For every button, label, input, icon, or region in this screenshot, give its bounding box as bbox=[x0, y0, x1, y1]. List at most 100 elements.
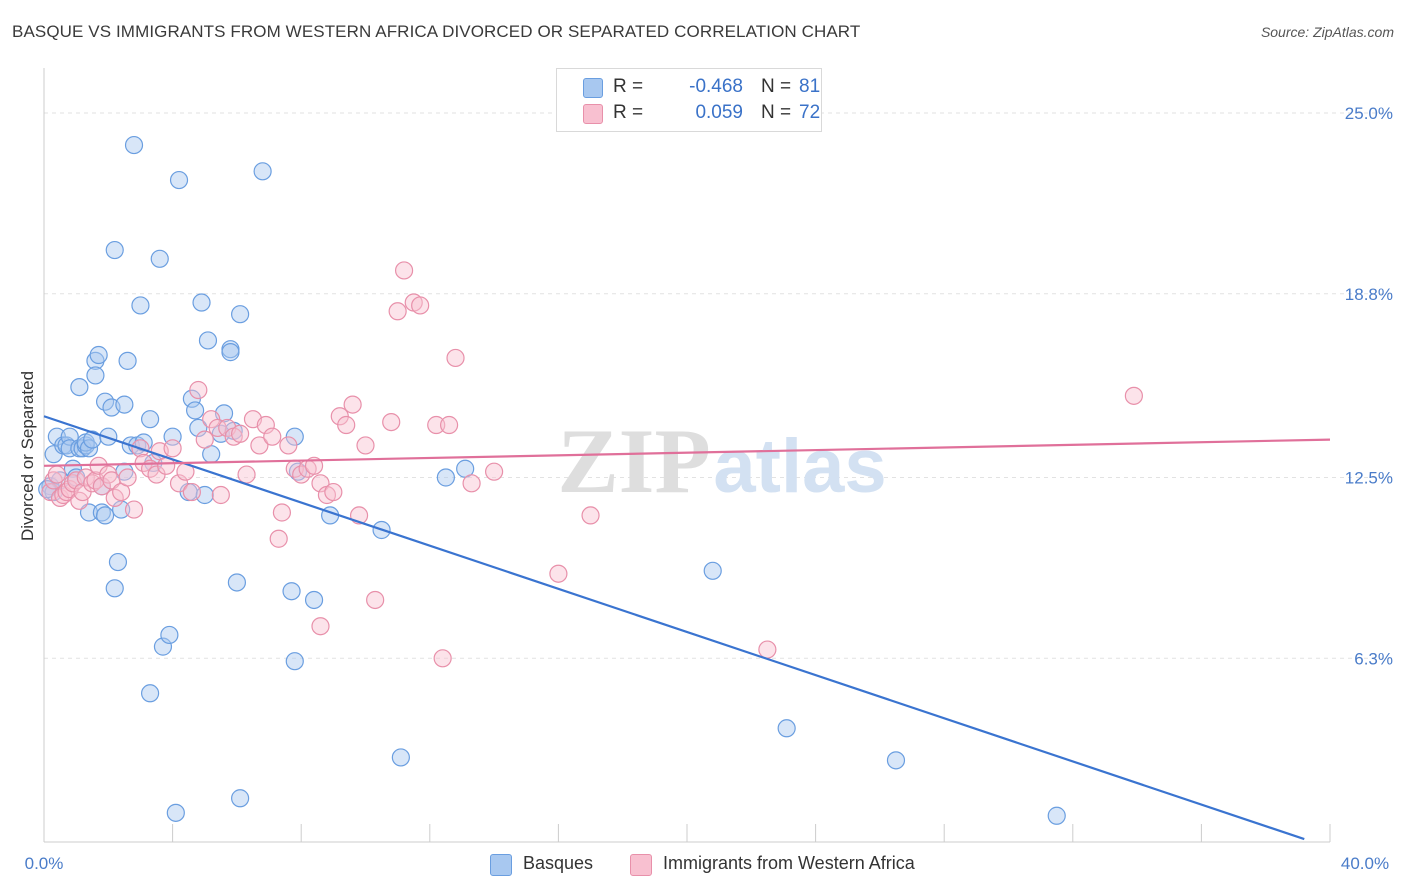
correlation-legend: R = -0.468 N = 81 R = 0.059 N = 72 bbox=[556, 68, 822, 132]
data-point bbox=[95, 506, 115, 525]
data-point bbox=[105, 579, 124, 598]
y-tick-labels: 25.0% 18.8% 12.5% 6.3% bbox=[1345, 104, 1393, 668]
y-tick-label: 6.3% bbox=[1354, 649, 1393, 668]
data-point bbox=[134, 433, 153, 452]
trend-line-basques bbox=[43, 415, 1305, 841]
data-point bbox=[89, 345, 108, 365]
series-immigrants-western-africa bbox=[41, 261, 1143, 668]
data-point bbox=[304, 456, 324, 475]
data-point bbox=[124, 135, 144, 155]
data-point bbox=[250, 436, 269, 455]
bottom-legend-swatch-immigrants bbox=[630, 854, 652, 876]
data-point bbox=[446, 348, 465, 368]
data-point bbox=[182, 482, 201, 502]
data-point bbox=[169, 170, 189, 190]
data-point bbox=[269, 529, 288, 548]
legend-r-label: R = bbox=[613, 76, 644, 97]
x-tick-label-min: 0.0% bbox=[25, 854, 64, 873]
data-point bbox=[427, 415, 446, 435]
legend-n-label: N = bbox=[761, 76, 792, 97]
data-point bbox=[47, 465, 66, 484]
data-point bbox=[41, 477, 60, 496]
legend-swatch-basques bbox=[583, 78, 603, 98]
data-point bbox=[192, 293, 211, 312]
data-point bbox=[118, 351, 137, 370]
x-tick-label-max: 40.0% bbox=[1341, 854, 1389, 873]
watermark-zip: ZIP bbox=[557, 410, 710, 512]
data-point bbox=[253, 162, 272, 181]
data-point bbox=[324, 482, 343, 502]
series-basques bbox=[38, 135, 1066, 825]
data-point bbox=[166, 803, 185, 822]
data-point bbox=[394, 261, 414, 280]
trend-lines bbox=[43, 415, 1331, 841]
data-point bbox=[169, 474, 189, 493]
data-point bbox=[231, 424, 250, 443]
data-point bbox=[231, 789, 250, 808]
watermark: ZIP atlas bbox=[557, 410, 886, 512]
data-point bbox=[272, 503, 292, 522]
data-point bbox=[99, 427, 118, 446]
bottom-legend-label-immigrants: Immigrants from Western Africa bbox=[663, 853, 915, 873]
y-tick-label: 18.8% bbox=[1345, 285, 1393, 304]
data-point bbox=[703, 561, 722, 580]
data-point bbox=[777, 719, 796, 738]
data-point bbox=[439, 415, 459, 435]
data-point bbox=[86, 351, 105, 370]
series-points bbox=[38, 135, 1143, 825]
legend-swatch-immigrants bbox=[583, 104, 603, 124]
data-point bbox=[227, 573, 246, 592]
data-point bbox=[189, 418, 208, 438]
watermark-atlas: atlas bbox=[713, 424, 886, 509]
data-point bbox=[263, 427, 282, 446]
data-point bbox=[1047, 806, 1066, 825]
data-point bbox=[886, 751, 906, 770]
legend-n-label: N = bbox=[761, 102, 792, 123]
data-point bbox=[311, 617, 330, 636]
data-point bbox=[221, 343, 240, 362]
data-point bbox=[163, 439, 182, 458]
data-point bbox=[186, 401, 205, 420]
data-point bbox=[105, 240, 124, 260]
axes bbox=[43, 68, 1331, 843]
legend-n-value: 81 bbox=[799, 76, 821, 97]
data-point bbox=[231, 305, 250, 324]
data-point bbox=[485, 462, 504, 481]
data-point bbox=[337, 415, 356, 435]
data-point bbox=[189, 380, 208, 400]
data-point bbox=[343, 395, 362, 414]
data-point bbox=[356, 436, 375, 455]
data-point bbox=[153, 637, 173, 656]
data-point bbox=[99, 465, 118, 484]
legend-r-label: R = bbox=[613, 102, 644, 123]
data-point bbox=[433, 649, 452, 668]
data-point bbox=[436, 468, 455, 487]
data-point bbox=[150, 249, 169, 268]
data-point bbox=[1124, 386, 1143, 405]
data-point bbox=[304, 590, 324, 610]
data-point bbox=[382, 412, 401, 432]
bottom-legend-label-basques: Basques bbox=[523, 853, 594, 873]
y-tick-label: 12.5% bbox=[1345, 468, 1393, 487]
data-point bbox=[140, 410, 160, 429]
data-point bbox=[237, 465, 256, 484]
data-point bbox=[118, 468, 137, 487]
data-point bbox=[86, 366, 105, 385]
data-point bbox=[108, 552, 128, 572]
data-point bbox=[70, 377, 89, 397]
data-point bbox=[366, 590, 385, 610]
legend-n-value: 72 bbox=[799, 102, 821, 123]
data-point bbox=[388, 302, 407, 321]
legend-r-value: -0.468 bbox=[689, 76, 743, 97]
data-point bbox=[282, 582, 301, 601]
data-point bbox=[279, 436, 298, 455]
bottom-legend-swatch-basques bbox=[490, 854, 512, 876]
data-point bbox=[549, 564, 568, 583]
data-point bbox=[256, 415, 275, 435]
data-point bbox=[115, 395, 134, 414]
data-point bbox=[462, 474, 481, 493]
trend-line-immigrants-western-africa bbox=[43, 438, 1331, 467]
data-point bbox=[285, 652, 304, 671]
data-point bbox=[311, 474, 330, 493]
